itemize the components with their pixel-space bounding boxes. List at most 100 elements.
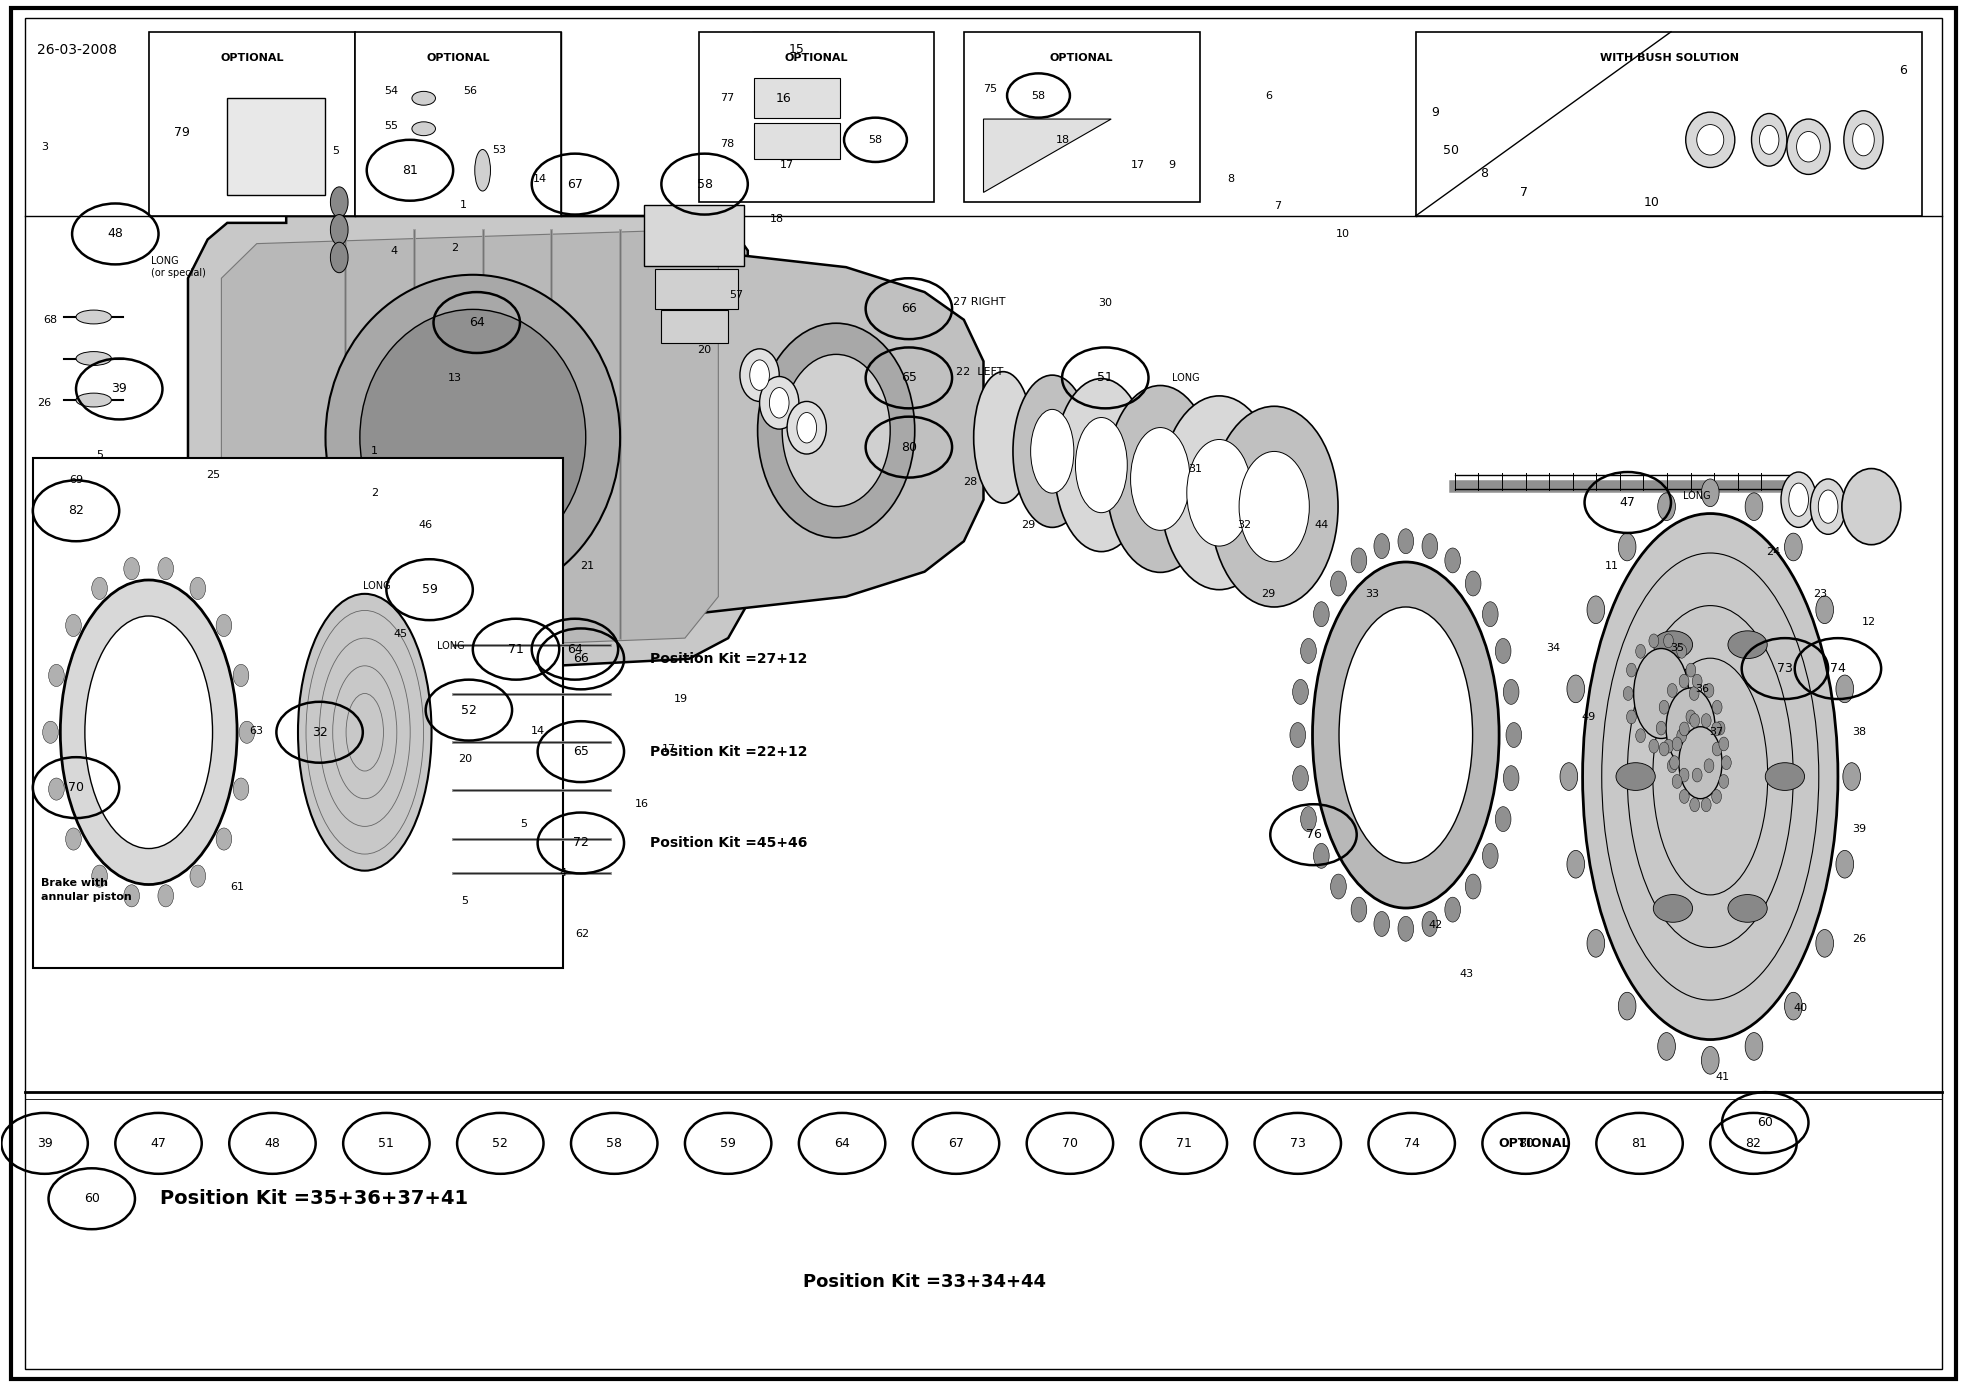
Text: 81: 81 xyxy=(1631,1137,1648,1150)
Text: 20: 20 xyxy=(458,753,472,764)
Text: 13: 13 xyxy=(448,373,462,383)
Ellipse shape xyxy=(1843,111,1882,169)
Ellipse shape xyxy=(65,828,81,850)
Ellipse shape xyxy=(49,664,65,687)
Ellipse shape xyxy=(1330,874,1345,899)
Ellipse shape xyxy=(1715,721,1725,735)
Ellipse shape xyxy=(1507,723,1522,748)
Text: 58: 58 xyxy=(867,135,883,144)
Ellipse shape xyxy=(1351,897,1367,922)
Text: 32: 32 xyxy=(311,725,327,739)
Ellipse shape xyxy=(1292,680,1308,705)
FancyBboxPatch shape xyxy=(33,458,563,968)
Ellipse shape xyxy=(1701,714,1711,728)
Ellipse shape xyxy=(1686,663,1696,677)
Text: 36: 36 xyxy=(1696,684,1709,695)
Ellipse shape xyxy=(1784,992,1802,1019)
Ellipse shape xyxy=(1816,596,1833,624)
FancyBboxPatch shape xyxy=(661,311,728,344)
Ellipse shape xyxy=(1692,674,1701,688)
Text: 75: 75 xyxy=(984,83,997,93)
Text: 7: 7 xyxy=(1520,186,1528,198)
Ellipse shape xyxy=(411,92,435,105)
FancyBboxPatch shape xyxy=(698,32,934,203)
Text: 71: 71 xyxy=(1176,1137,1192,1150)
Ellipse shape xyxy=(1656,721,1666,735)
Polygon shape xyxy=(228,98,325,196)
Ellipse shape xyxy=(297,594,431,871)
Ellipse shape xyxy=(1745,1032,1762,1060)
Text: 14: 14 xyxy=(533,173,547,183)
Text: 34: 34 xyxy=(1546,642,1560,653)
Ellipse shape xyxy=(1314,602,1330,627)
Text: Position Kit =33+34+44: Position Kit =33+34+44 xyxy=(803,1273,1046,1291)
Ellipse shape xyxy=(1330,571,1345,596)
Text: 78: 78 xyxy=(720,139,734,148)
Ellipse shape xyxy=(1239,451,1310,562)
Text: 65: 65 xyxy=(572,745,588,759)
Text: 55: 55 xyxy=(384,121,399,130)
Text: 43: 43 xyxy=(1460,970,1473,979)
Text: 41: 41 xyxy=(1715,1072,1729,1082)
Ellipse shape xyxy=(1701,1046,1719,1074)
Ellipse shape xyxy=(1446,548,1461,573)
Ellipse shape xyxy=(769,387,789,417)
Text: 5: 5 xyxy=(462,896,468,906)
Text: 62: 62 xyxy=(576,929,590,939)
Ellipse shape xyxy=(1560,763,1578,791)
Ellipse shape xyxy=(1105,386,1214,573)
Text: 5: 5 xyxy=(96,451,102,460)
Text: 6: 6 xyxy=(1898,64,1906,78)
Ellipse shape xyxy=(1503,680,1519,705)
Ellipse shape xyxy=(1816,929,1833,957)
Ellipse shape xyxy=(1637,728,1646,742)
Text: 30: 30 xyxy=(1098,298,1111,308)
Ellipse shape xyxy=(1314,843,1330,868)
Text: 17: 17 xyxy=(1131,160,1145,169)
Text: 48: 48 xyxy=(108,227,124,240)
Circle shape xyxy=(1654,631,1692,659)
Text: 71: 71 xyxy=(507,642,523,656)
Ellipse shape xyxy=(1672,774,1682,788)
Polygon shape xyxy=(698,251,984,613)
Circle shape xyxy=(1654,895,1692,922)
Ellipse shape xyxy=(759,376,799,429)
Text: 39: 39 xyxy=(37,1137,53,1150)
Ellipse shape xyxy=(474,150,490,191)
Ellipse shape xyxy=(1835,675,1853,703)
Circle shape xyxy=(1727,631,1766,659)
Text: 2: 2 xyxy=(452,243,458,252)
Text: 8: 8 xyxy=(1227,173,1235,183)
Text: 1: 1 xyxy=(372,447,378,456)
Ellipse shape xyxy=(1818,490,1837,523)
Text: 5: 5 xyxy=(332,146,338,155)
Ellipse shape xyxy=(1186,440,1251,546)
Ellipse shape xyxy=(1465,571,1481,596)
Text: 76: 76 xyxy=(1306,828,1322,841)
Text: 64: 64 xyxy=(468,316,484,329)
Text: 53: 53 xyxy=(492,144,506,154)
Text: 51: 51 xyxy=(1098,372,1113,384)
Text: 20: 20 xyxy=(698,345,712,355)
Ellipse shape xyxy=(124,558,140,580)
Ellipse shape xyxy=(1692,768,1701,782)
Text: 2: 2 xyxy=(372,488,378,498)
Text: 63: 63 xyxy=(250,725,264,736)
Text: LONG: LONG xyxy=(362,581,389,591)
Text: 12: 12 xyxy=(1863,616,1877,627)
Ellipse shape xyxy=(92,577,108,599)
FancyBboxPatch shape xyxy=(1416,32,1922,216)
Ellipse shape xyxy=(1568,675,1585,703)
Ellipse shape xyxy=(124,885,140,907)
Ellipse shape xyxy=(1690,798,1699,811)
Ellipse shape xyxy=(77,311,112,325)
Ellipse shape xyxy=(1503,766,1519,791)
Ellipse shape xyxy=(1676,645,1686,659)
Ellipse shape xyxy=(1690,714,1699,728)
Text: 24: 24 xyxy=(1766,548,1780,558)
Text: 35: 35 xyxy=(1670,642,1684,653)
Ellipse shape xyxy=(749,359,769,390)
Ellipse shape xyxy=(1703,684,1713,698)
Text: 39: 39 xyxy=(1853,824,1867,834)
Ellipse shape xyxy=(1483,843,1499,868)
